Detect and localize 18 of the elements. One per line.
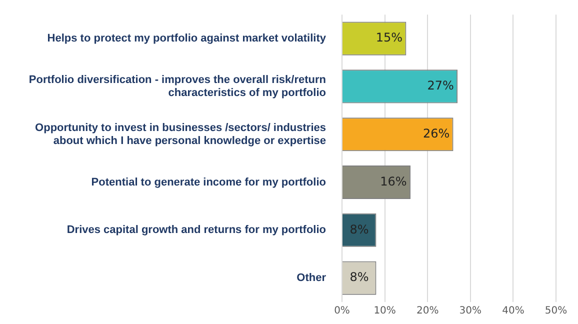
y-tick-label: Other	[296, 272, 327, 284]
data-label: 26%	[422, 126, 450, 140]
x-tick-label: 30%	[459, 306, 482, 317]
x-tick-label: 10%	[374, 306, 396, 317]
data-label: 16%	[380, 174, 407, 188]
x-tick-label: 20%	[416, 306, 439, 317]
data-label: 8%	[350, 270, 369, 284]
data-label: 15%	[376, 30, 403, 45]
x-tick-label: 50%	[544, 306, 568, 317]
data-label: 8%	[350, 222, 369, 236]
data-label: 27%	[427, 78, 454, 93]
x-tick-label: 40%	[502, 306, 524, 317]
x-tick-label: 0%	[334, 306, 350, 317]
y-tick-label: Drives capital growth and returns for my portfolio	[66, 224, 326, 236]
y-tick-label: Portfolio diversification - improves the overall risk/return characteristics of my portfolio	[28, 74, 326, 100]
y-tick-label: Opportunity to invest in businesses /sectors/ industries about which I have personal knowledge or expertise	[35, 122, 326, 147]
y-tick-label: Helps to protect my portfolio against market volatility	[47, 32, 327, 45]
y-tick-label: Potential to generate income for my portfolio	[91, 176, 326, 188]
